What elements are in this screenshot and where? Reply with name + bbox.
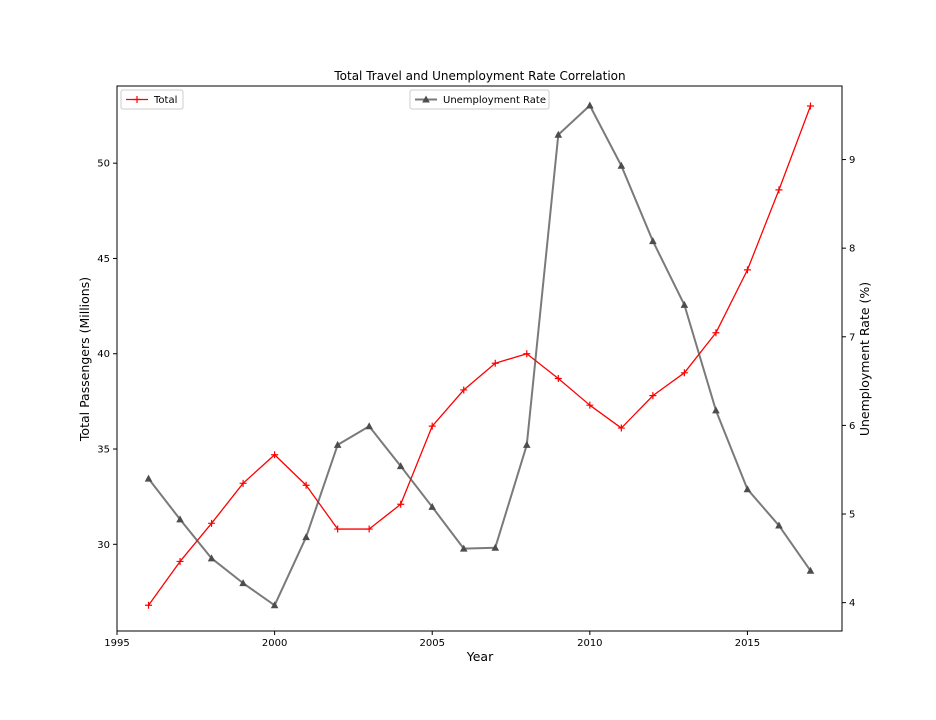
data-point — [208, 519, 216, 527]
data-point — [775, 186, 783, 194]
data-point — [145, 601, 153, 609]
series-unemployment-rate — [144, 101, 815, 609]
data-point — [207, 554, 216, 562]
x-tick-label: 2005 — [419, 638, 444, 649]
data-point — [239, 579, 247, 587]
series-line — [147, 105, 812, 606]
data-point — [428, 422, 436, 430]
data-point — [144, 474, 153, 482]
chart-title: Total Travel and Unemployment Rate Corre… — [333, 69, 625, 83]
data-point — [239, 479, 247, 487]
data-point — [333, 440, 342, 448]
data-point — [743, 266, 751, 274]
left-y-tick-label: 30 — [97, 540, 110, 551]
x-tick-label: 2015 — [735, 638, 760, 649]
left-y-tick-label: 35 — [97, 445, 110, 456]
right-y-tick-label: 4 — [849, 598, 855, 609]
right-y-tick-label: 7 — [849, 332, 855, 343]
x-tick-label: 1995 — [104, 638, 129, 649]
data-point — [271, 451, 279, 459]
data-point — [176, 557, 184, 565]
data-point — [775, 521, 783, 529]
series-line — [147, 104, 812, 607]
left-y-tick-label: 50 — [97, 159, 110, 170]
data-point — [302, 533, 310, 541]
data-point — [302, 481, 310, 489]
data-point — [806, 102, 814, 110]
data-point — [365, 422, 373, 430]
data-point — [586, 101, 594, 109]
data-point — [491, 359, 499, 367]
legend-label: Total — [153, 95, 177, 106]
plot-frame — [116, 85, 843, 632]
data-point — [586, 401, 594, 409]
data-point — [617, 161, 626, 169]
right-y-tick-label: 9 — [849, 155, 855, 166]
data-point — [680, 300, 689, 308]
data-point — [396, 462, 405, 470]
data-point — [617, 424, 625, 432]
data-point — [523, 350, 531, 358]
data-point — [397, 500, 405, 508]
x-axis-title: Year — [466, 649, 494, 664]
data-point — [649, 392, 657, 400]
data-point — [649, 237, 657, 245]
data-point — [365, 525, 373, 533]
left-y-axis-title: Total Passengers (Millions) — [77, 277, 92, 442]
right-y-tick-label: 6 — [849, 421, 855, 432]
data-point — [522, 440, 531, 448]
data-point — [460, 386, 468, 394]
data-point — [176, 515, 184, 523]
legend-unemployment-rate: Unemployment Rate — [409, 89, 550, 110]
right-y-tick-label: 5 — [849, 510, 855, 521]
legend-box — [409, 89, 550, 110]
data-point — [491, 543, 500, 551]
data-point — [806, 566, 815, 574]
data-point — [680, 369, 688, 377]
right-y-tick-label: 8 — [849, 244, 855, 255]
data-point — [428, 502, 437, 510]
data-point — [554, 375, 562, 383]
data-point — [334, 525, 342, 533]
x-tick-label: 2010 — [577, 638, 602, 649]
data-point — [712, 329, 720, 337]
data-point — [712, 406, 720, 414]
right-y-axis-title: Unemployment Rate (%) — [857, 282, 872, 436]
plot-area: 1995 2000 2005 2010 20153035404550456789Tota… — [97, 85, 855, 649]
data-point — [270, 601, 279, 609]
data-point — [459, 544, 468, 552]
left-y-tick-label: 40 — [97, 349, 110, 360]
legend-total: Total — [120, 89, 184, 110]
legend-marker — [422, 95, 430, 103]
data-point — [743, 485, 752, 493]
x-tick-label: 2000 — [262, 638, 287, 649]
left-y-tick-label: 45 — [97, 254, 110, 265]
series-total — [145, 102, 814, 609]
legend-marker — [133, 96, 141, 103]
data-point — [554, 130, 563, 138]
legend-box — [120, 89, 184, 110]
legend-label: Unemployment Rate — [443, 95, 546, 106]
